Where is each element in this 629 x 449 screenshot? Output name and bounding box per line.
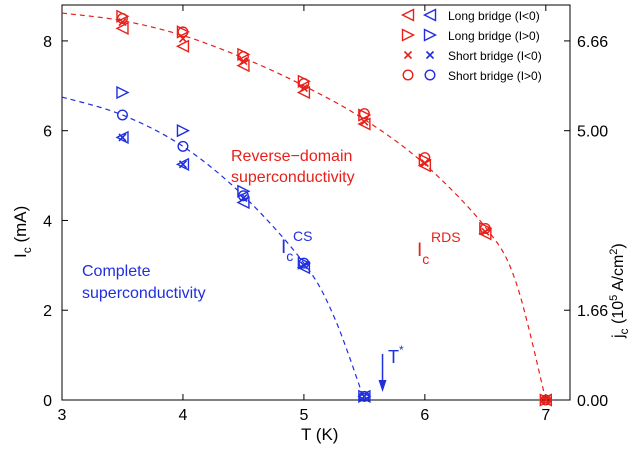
y-tick-label-left: 8 [43,34,52,51]
data-point-rds-triangle-right [358,108,372,122]
legend-label: Short bridge (I>0) [448,69,542,83]
data-point-rds-x [360,117,369,126]
y-tick-label-left: 2 [43,303,52,320]
axis-ticks: 3 4 5 6 7 0 2 4 6 8 0.00 1.66 5.00 6.66 [43,5,608,424]
y-axis-right-label: jc (105 A/cm2) [608,243,629,339]
y-tick-label-right: 5.00 [577,124,608,141]
data-point-cs-circle [298,257,310,269]
data-point-cs-triangle-left [175,157,190,171]
cs-region-label-line1: Complete [82,263,151,280]
legend-label: Short bridge (I<0) [448,49,542,63]
cs-region-label-line2: superconductivity [82,285,206,302]
data-point-cs-triangle-left [115,130,129,145]
data-point-cs-triangle-right [237,184,251,198]
y-tick-label-right: 1.66 [577,303,608,320]
legend-marker-red [401,28,416,42]
legend-marker-blue [425,50,435,60]
legend-entry-long-neg: Long bridge (I<0) [400,8,540,23]
legend-marker-red [400,8,415,22]
legend-label: Long bridge (I>0) [448,29,540,43]
data-point-cs-x [360,392,369,401]
data-point-rds-triangle-left [115,21,129,35]
legend-marker-blue [423,28,438,42]
ic-cs-label: Ic [281,237,293,264]
ic-rds-label: Ic [417,240,429,267]
y-tick-label-right: 6.66 [577,34,608,51]
ic-rds-sup: RDS [431,229,461,245]
rds-region-label-line2: superconductivity [231,169,355,186]
y-tick-label-left: 6 [43,124,52,141]
data-point-cs-circle [237,190,249,202]
x-tick-label: 3 [58,407,67,424]
x-tick-label: 4 [178,407,187,424]
data-point-rds-circle [298,78,310,90]
data-point-rds-triangle-left [236,58,250,73]
fit-curves [61,12,547,401]
legend-entry-long-pos: Long bridge (I>0) [401,28,540,43]
y-tick-label-left: 4 [43,213,52,230]
data-point-cs-circle [358,390,370,402]
fit-curve-rds [61,12,547,401]
tstar-arrow [378,354,387,392]
data-point-cs-triangle-left [236,195,250,210]
data-point-rds-x [118,17,127,27]
legend-label: Long bridge (I<0) [448,9,540,23]
x-tick-label: 5 [299,407,308,424]
data-point-rds-circle [116,12,128,24]
data-point-cs-triangle-right [176,124,191,138]
x-tick-label: 7 [541,407,550,424]
data-point-rds-circle [479,223,491,235]
legend-entry-short-pos: Short bridge (I>0) [402,69,542,83]
data-point-rds-circle [177,26,189,38]
data-point-cs-x [118,133,127,142]
data-point-rds-triangle-left [175,39,190,53]
legend-marker-red [402,69,414,81]
data-point-rds-triangle-left [296,85,311,100]
tstar-label: T* [388,343,404,367]
data-point-cs-circle [116,109,128,121]
y-axis-left-label: Ic (mA) [11,206,34,258]
ic-cs-sup: CS [293,228,312,244]
plot-area [61,4,571,401]
data-markers [115,9,553,407]
rds-region-label-line1: Reverse−domain [231,148,352,165]
legend-marker-red [403,50,413,60]
legend-marker-blue [422,8,437,22]
y-tick-label-left: 0 [43,393,52,410]
x-tick-label: 6 [420,407,429,424]
legend-entry-short-neg: Short bridge (I<0) [403,49,542,63]
data-point-cs-triangle-right [116,85,130,100]
legend: Long bridge (I<0) Long bridge (I>0) Shor… [400,8,542,83]
data-point-rds-x [481,227,490,236]
fit-curve-cs [61,96,365,401]
data-point-rds-circle [237,51,249,63]
data-point-rds-x [541,395,550,405]
data-point-rds-circle [358,108,370,120]
data-point-cs-x [178,160,188,169]
y-tick-label-right: 0.00 [577,393,608,410]
data-point-rds-circle [540,394,552,406]
data-point-cs-circle [177,140,189,152]
data-point-rds-circle [419,152,431,164]
legend-marker-blue [424,69,436,81]
x-axis-label: T (K) [301,425,338,444]
